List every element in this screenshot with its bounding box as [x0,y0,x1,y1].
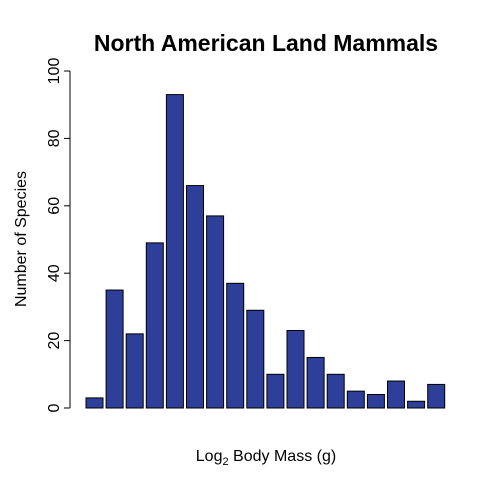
bar-4 [145,242,164,409]
bar-3 [125,333,144,409]
bar-12 [306,356,325,409]
bar-2 [105,289,124,409]
bar-14 [346,390,365,409]
bar-13 [326,373,345,409]
y-tick-label: 40 [46,264,63,282]
y-tick-label: 0 [46,403,63,412]
bar-10 [266,373,285,409]
bar-17 [407,400,426,409]
bar-6 [186,185,204,409]
y-tick-label: 60 [46,197,63,215]
bar-1 [85,397,104,409]
x-axis-label-subscript: 2 [222,456,228,468]
bar-18 [427,383,446,409]
y-axis: 0 20 40 60 80 100 [46,58,71,412]
y-tick-label: 20 [46,332,63,350]
y-tick-label: 100 [46,58,63,85]
bar-15 [366,394,385,409]
bar-16 [387,380,405,409]
bar-5 [165,94,184,409]
bar-9 [246,309,265,409]
y-axis-label: Number of Species [13,171,30,307]
bar-7 [206,215,225,409]
bar-8 [226,282,245,409]
bars [85,94,446,409]
x-axis-label-prefix: Log [196,448,223,465]
y-tick-label: 80 [46,129,63,147]
x-axis-label: Log2 Body Mass (g) [196,448,336,468]
x-axis-label-suffix: Body Mass (g) [229,448,337,465]
chart-title: North American Land Mammals [94,30,438,56]
bar-11 [286,329,305,409]
